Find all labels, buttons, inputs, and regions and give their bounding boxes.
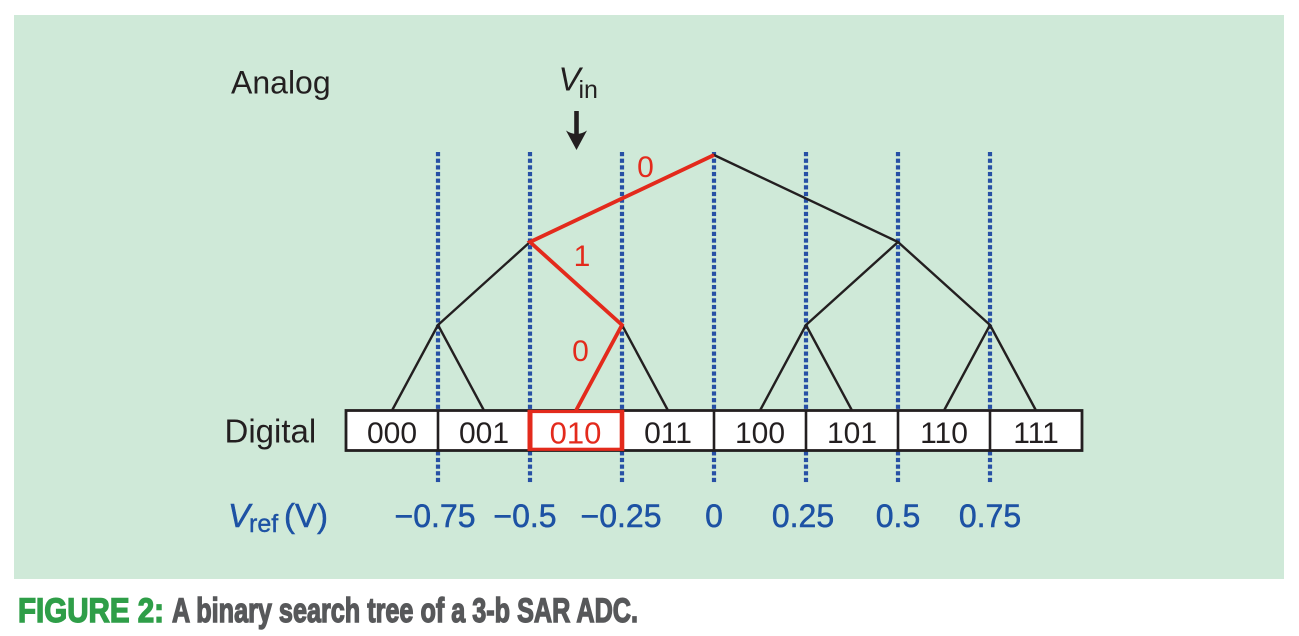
svg-text:−0.25: −0.25 xyxy=(581,498,662,534)
svg-text:110: 110 xyxy=(920,417,968,450)
svg-text:V: V xyxy=(228,497,253,534)
svg-text:0: 0 xyxy=(705,498,723,534)
svg-text:Analog: Analog xyxy=(231,65,331,101)
svg-text:0.75: 0.75 xyxy=(959,498,1021,534)
svg-text:100: 100 xyxy=(735,417,785,450)
svg-text:in: in xyxy=(579,76,598,104)
svg-text:FIGURE 2:: FIGURE 2: xyxy=(18,592,164,630)
svg-text:0: 0 xyxy=(572,335,589,368)
svg-text:−0.5: −0.5 xyxy=(493,498,556,534)
svg-text:111: 111 xyxy=(1013,417,1059,450)
svg-text:V: V xyxy=(559,61,584,98)
svg-text:0.5: 0.5 xyxy=(876,498,920,534)
svg-text:A binary search tree of a 3-b: A binary search tree of a 3-b SAR ADC. xyxy=(172,592,638,630)
svg-text:001: 001 xyxy=(459,417,509,450)
svg-text:ref: ref xyxy=(249,510,278,538)
svg-text:000: 000 xyxy=(367,417,417,450)
svg-text:0: 0 xyxy=(637,151,654,184)
svg-text:010: 010 xyxy=(550,415,602,450)
svg-text:0.25: 0.25 xyxy=(772,498,834,534)
svg-text:−0.75: −0.75 xyxy=(395,498,476,534)
svg-text:Digital: Digital xyxy=(225,413,317,450)
svg-text:101: 101 xyxy=(827,417,877,450)
svg-text:011: 011 xyxy=(644,417,692,450)
svg-text:(V): (V) xyxy=(284,497,328,534)
svg-text:1: 1 xyxy=(574,240,591,273)
